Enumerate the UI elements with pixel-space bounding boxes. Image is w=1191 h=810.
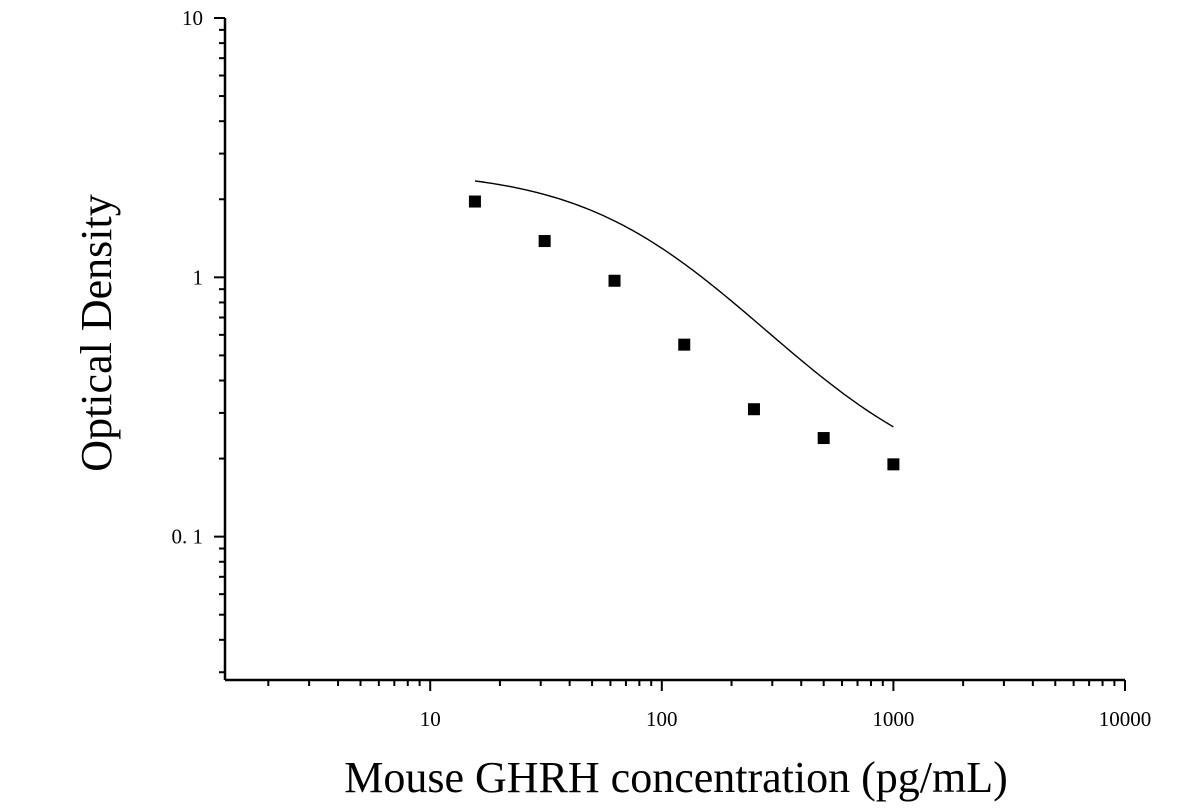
x-tick-label: 100 [646,707,678,731]
tick-labels: 10 100 1000 10000 0. 1 1 10 [172,6,1152,731]
fit-curve [474,180,894,428]
x-tick-label: 10 [420,707,441,731]
data-points [468,195,900,471]
data-point [887,458,900,471]
data-point [678,338,691,351]
y-axis-title: Optical Density [72,194,121,471]
data-point [817,432,830,445]
x-axis-title: Mouse GHRH concentration (pg/mL) [344,753,1008,802]
x-tick-label: 1000 [872,707,914,731]
data-point [608,274,621,287]
y-tick-label: 1 [193,265,204,289]
axes [214,17,1126,691]
y-tick-label: 10 [182,6,203,30]
data-point [538,235,551,248]
data-point [468,195,481,208]
y-tick-label: 0. 1 [172,525,204,549]
x-tick-label: 10000 [1099,707,1152,731]
data-point [747,403,760,416]
